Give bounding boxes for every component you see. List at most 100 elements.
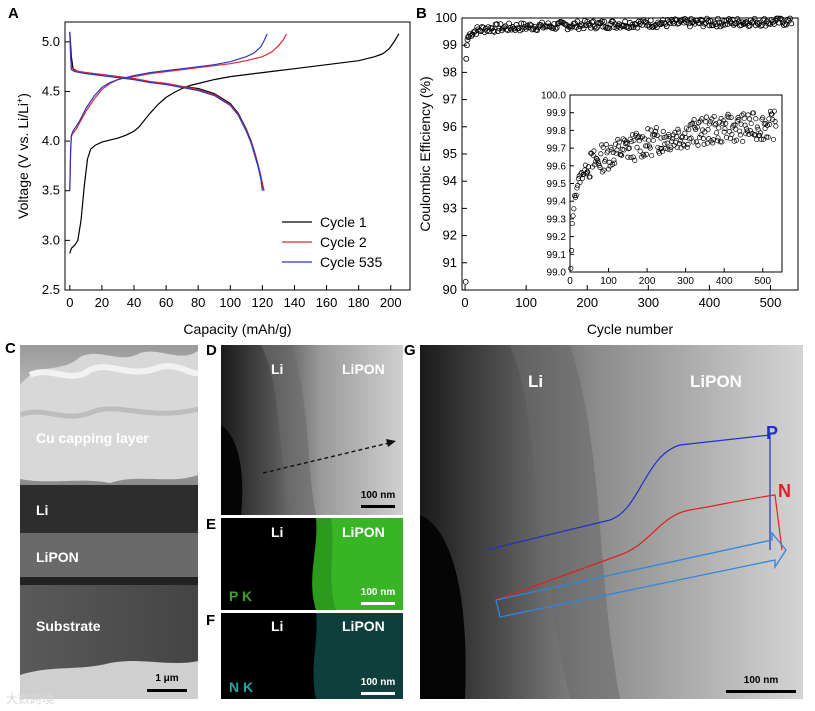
b-inset-point — [571, 206, 577, 212]
b-inset-point — [706, 121, 713, 127]
b-inset-point — [764, 122, 770, 128]
b-inset-point — [743, 131, 749, 137]
b-inset-point — [619, 152, 625, 159]
b-point — [526, 21, 533, 28]
b-inset-point — [680, 134, 686, 140]
scale-bar-e — [361, 602, 395, 605]
a-x-tick-label: 20 — [95, 295, 109, 310]
a-x-tick-label: 160 — [316, 295, 338, 310]
b-point — [602, 24, 609, 30]
scale-bar-f — [361, 692, 395, 695]
a-y-tick-label: 4.5 — [42, 83, 60, 98]
g-n-label: N — [778, 481, 791, 501]
b-y-tick-label: 93 — [443, 200, 457, 215]
b-inset-point — [729, 131, 735, 137]
b-point — [685, 20, 692, 27]
a-legend-label-cycle-535: Cycle 535 — [320, 254, 382, 270]
a-x-axis-label: Capacity (mAh/g) — [183, 321, 291, 337]
b-inset-point — [629, 138, 635, 145]
b-inset-y-tick-label: 99.0 — [547, 268, 567, 279]
b-point — [684, 17, 691, 24]
b-inset-x-tick-label: 400 — [716, 276, 733, 287]
b-inset-point — [639, 154, 645, 160]
b-inset-point — [761, 121, 767, 127]
b-inset-point — [695, 142, 701, 148]
f-element-label: N K — [229, 679, 254, 695]
f-lipon-label: LiPON — [342, 618, 385, 634]
b-inset-y-tick-label: 99.2 — [547, 232, 567, 243]
b-point — [464, 36, 471, 43]
b-inset-point — [696, 120, 702, 126]
a-x-tick-label: 120 — [252, 295, 274, 310]
sem-cross-section-image: Cu capping layer Li LiPON Substrate 1 μm — [20, 345, 198, 699]
a-x-tick-label: 80 — [191, 295, 205, 310]
b-point — [778, 16, 785, 23]
b-inset-point — [628, 154, 634, 161]
b-point — [495, 28, 501, 34]
b-inset-point — [714, 138, 720, 144]
b-inset-point — [659, 148, 666, 154]
a-x-tick-label: 180 — [348, 295, 370, 310]
a-y-tick-label: 3.5 — [42, 183, 60, 198]
b-inset-point — [679, 135, 685, 141]
b-point — [721, 18, 727, 25]
b-inset-point — [663, 145, 669, 152]
b-point — [754, 19, 760, 26]
b-inset-point — [757, 130, 763, 136]
a-y-axis-label: Voltage (V vs. Li/Li+) — [15, 93, 31, 219]
panel-letter-e: E — [206, 516, 217, 533]
b-inset-point — [760, 115, 766, 121]
b-point — [491, 28, 498, 35]
b-point — [634, 24, 641, 31]
g-lipon-label: LiPON — [690, 372, 742, 391]
b-inset-point — [570, 213, 576, 219]
tem-image-d: Li LiPON 100 nm — [221, 345, 403, 515]
b-inset-point — [676, 141, 683, 147]
scale-label-d: 100 nm — [360, 490, 396, 501]
b-inset-point — [728, 114, 734, 120]
b-inset-point — [698, 132, 704, 138]
a-x-tick-label: 60 — [159, 295, 173, 310]
b-point — [552, 25, 559, 32]
b-point — [774, 15, 781, 22]
b-point — [518, 20, 525, 27]
b-point — [788, 20, 795, 27]
b-point — [589, 19, 596, 26]
e-element-label: P K — [229, 588, 253, 604]
b-point — [722, 21, 729, 28]
b-inset-point — [684, 144, 690, 150]
b-inset-x-tick-label: 200 — [639, 276, 656, 287]
a-series-cycle-535-charge — [69, 33, 268, 191]
b-inset-point — [650, 137, 656, 144]
b-inset-point — [616, 139, 622, 145]
b-inset-point — [722, 125, 728, 132]
b-y-tick-label: 96 — [443, 119, 457, 134]
scale-label-g: 100 nm — [743, 675, 779, 686]
b-point — [618, 22, 625, 29]
b-inset-point — [569, 221, 575, 227]
b-inset-point — [598, 151, 604, 157]
b-inset-y-tick-label: 99.1 — [547, 250, 567, 261]
b-inset-point — [701, 141, 707, 147]
b-inset-point — [744, 128, 750, 134]
b-point — [497, 21, 504, 28]
b-inset-point — [658, 135, 664, 141]
b-point — [473, 31, 479, 38]
b-point — [463, 42, 470, 49]
b-inset-point — [654, 132, 660, 138]
b-inset-point — [738, 121, 744, 127]
b-inset-point — [645, 126, 651, 132]
sem-cross-section-art — [20, 345, 198, 699]
b-inset-point — [591, 148, 597, 154]
n-k-map-art — [221, 613, 403, 699]
b-inset-point — [740, 138, 746, 145]
b-inset-point — [719, 139, 725, 145]
b-point — [581, 17, 588, 24]
b-point — [658, 20, 665, 26]
b-inset-point — [664, 140, 670, 146]
b-inset-point — [763, 121, 769, 127]
b-inset-point — [603, 141, 609, 147]
b-point — [601, 18, 608, 25]
b-inset-point — [765, 134, 771, 140]
b-inset-point — [676, 129, 682, 135]
